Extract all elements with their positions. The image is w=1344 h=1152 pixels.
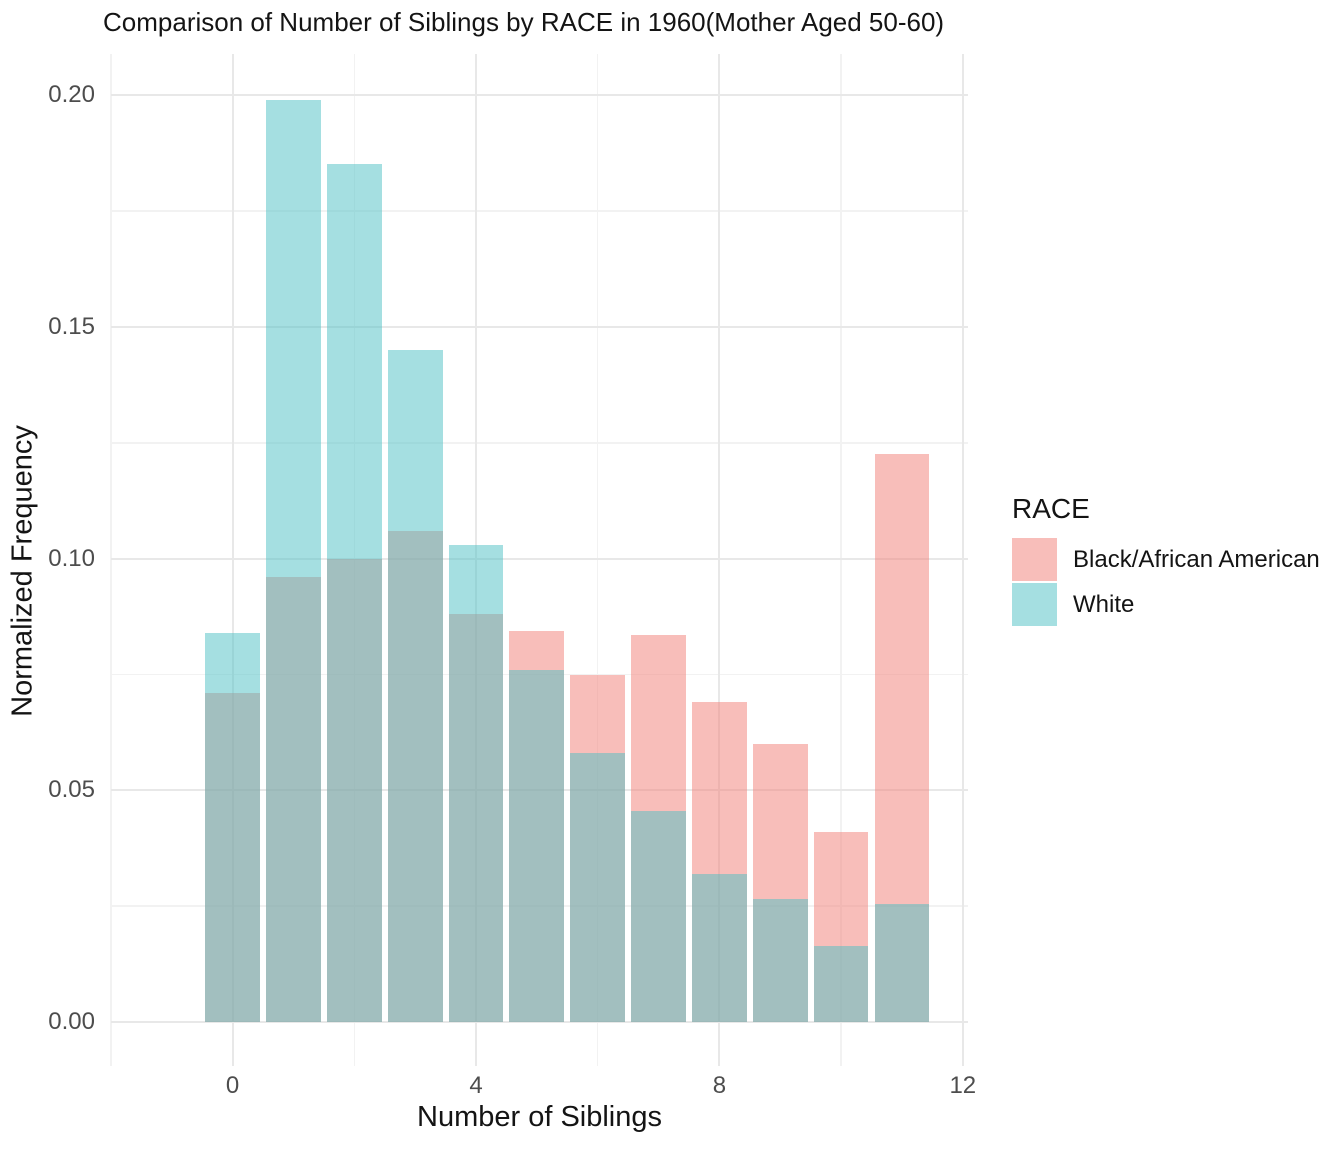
- bar-white-1: [266, 100, 321, 1022]
- bar-white-9: [752, 899, 808, 1022]
- gridline-y-major-0.1: [111, 557, 968, 560]
- gridline-x-major-0: [231, 54, 234, 1066]
- x-axis-title: Number of Siblings: [417, 1101, 662, 1133]
- gridline-x-minor-10: [840, 54, 842, 1066]
- bar-white-8: [692, 873, 747, 1022]
- y-tick-label-0.05: 0.05: [48, 776, 95, 804]
- x-tick-label-0: 0: [225, 1072, 240, 1099]
- legend-entry-white: White: [1012, 583, 1342, 626]
- bar-white-7: [631, 811, 686, 1022]
- bar-white-6: [570, 753, 626, 1022]
- bar-white-4: [448, 544, 504, 1022]
- gridline-x-major-8: [718, 54, 721, 1066]
- bar-white-11: [874, 903, 930, 1022]
- gridline-y-minor-0.175: [111, 210, 968, 212]
- y-tick-label-0.00: 0.00: [48, 1008, 95, 1035]
- gridline-y-minor-0.125: [111, 442, 968, 444]
- legend: RACE Black/African American White: [1012, 492, 1342, 628]
- legend-label-black-african-american: Black/African American: [1073, 545, 1320, 573]
- legend-swatch-white-icon: [1012, 583, 1057, 626]
- bar-white-10: [813, 945, 869, 1022]
- y-tick-label-0.20: 0.20: [48, 81, 95, 109]
- x-tick-label-8: 8: [712, 1072, 727, 1099]
- legend-label-white: White: [1073, 590, 1135, 618]
- gridline-y-major-0: [111, 1021, 968, 1023]
- bar-white-3: [387, 350, 443, 1022]
- x-tick-label-4: 4: [469, 1072, 483, 1099]
- plot-panel: [110, 54, 968, 1066]
- legend-title: RACE: [1012, 493, 1090, 524]
- legend-swatch-black-african-american-icon: [1012, 538, 1057, 581]
- gridline-x-minor-6: [596, 54, 599, 1066]
- y-tick-label-0.10: 0.10: [48, 544, 95, 572]
- bar-white-0: [205, 632, 260, 1022]
- x-tick-label-12: 12: [949, 1072, 977, 1099]
- y-tick-label-0.15: 0.15: [48, 313, 95, 341]
- gridline-y-major-0.2: [111, 94, 968, 97]
- bar-white-2: [326, 163, 382, 1022]
- gridline-y-major-0.15: [111, 326, 968, 329]
- bar-white-5: [509, 669, 565, 1022]
- gridline-x-major-12: [961, 54, 964, 1066]
- gridline-x-minor--2: [110, 54, 112, 1066]
- legend-entry-black-african-american: Black/African American: [1012, 538, 1342, 581]
- chart-title: Comparison of Number of Siblings by RACE…: [103, 7, 945, 37]
